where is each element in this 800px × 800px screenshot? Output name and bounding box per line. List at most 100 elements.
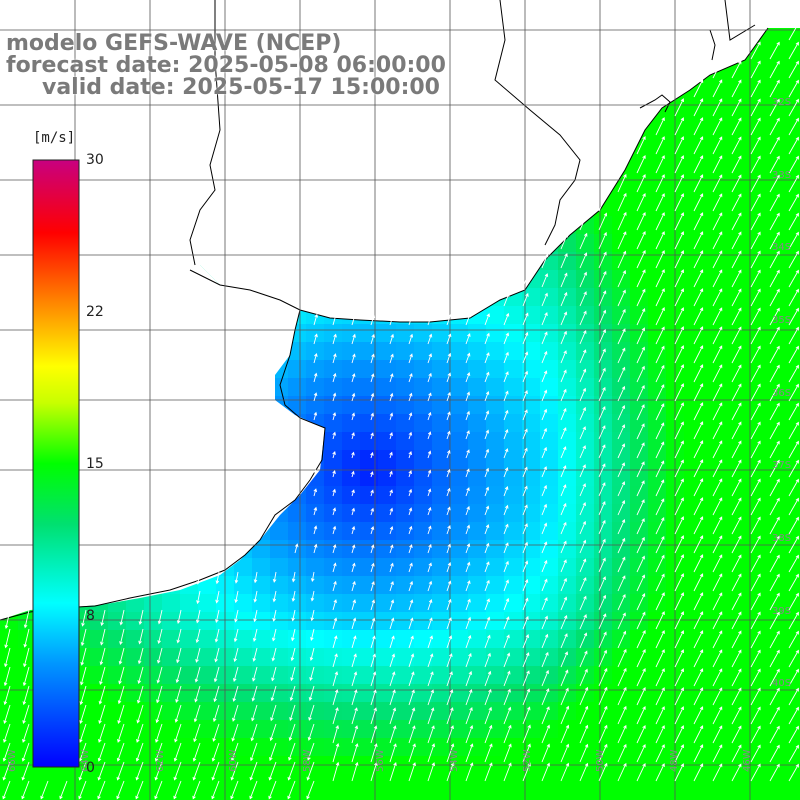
wind-cell [342, 540, 361, 559]
wind-arrow [636, 442, 645, 459]
wind-arrow [788, 440, 799, 459]
wind-arrow [332, 617, 338, 630]
wind-arrow [693, 98, 704, 117]
wind-cell [684, 594, 703, 613]
wind-arrow [788, 231, 799, 250]
wind-cell [396, 324, 415, 343]
wind-cell [414, 774, 433, 793]
wind-arrow [750, 383, 761, 402]
wind-cell [720, 666, 739, 685]
wind-cell [648, 216, 667, 235]
wind-arrow [370, 353, 375, 364]
wind-arrow [370, 599, 376, 611]
wind-cell [558, 684, 577, 703]
wind-cell [0, 630, 19, 649]
wind-arrow [769, 155, 780, 174]
wind-cell [342, 666, 361, 685]
wind-arrow [750, 459, 761, 478]
wind-cell [342, 486, 361, 505]
wind-cell [702, 612, 721, 631]
wind-arrow [370, 580, 375, 592]
wind-arrow [636, 648, 646, 668]
wind-arrow [655, 288, 665, 307]
wind-arrow [427, 506, 432, 516]
wind-arrow [769, 345, 780, 364]
wind-cell [324, 396, 343, 415]
wind-cell [288, 648, 307, 667]
latitude-label: 38S [772, 533, 791, 544]
wind-cell [666, 594, 685, 613]
wind-arrow [655, 345, 665, 364]
wind-arrow [465, 313, 471, 326]
wind-arrow [408, 580, 414, 592]
wind-cell [792, 432, 800, 451]
wind-cell [612, 252, 631, 271]
wind-arrow [693, 345, 704, 364]
wind-cell [270, 702, 289, 721]
wind-cell [378, 594, 397, 613]
wind-arrow [598, 386, 606, 402]
wind-arrow [272, 609, 277, 622]
wind-cell [630, 774, 649, 793]
wind-arrow [693, 497, 704, 516]
wind-cell [486, 396, 505, 415]
wind-arrow [731, 269, 742, 288]
wind-arrow [655, 725, 665, 744]
wind-arrow [788, 611, 799, 630]
wind-cell [288, 360, 307, 379]
wind-cell [612, 234, 631, 253]
wind-cell [306, 324, 325, 343]
wind-arrow [769, 136, 780, 155]
wind-arrow [195, 647, 201, 663]
wind-arrow [351, 671, 358, 687]
wind-cell [270, 594, 289, 613]
wind-arrow [522, 652, 530, 668]
wind-cell [684, 414, 703, 433]
wind-cell [630, 162, 649, 181]
wind-cell [738, 504, 757, 523]
wind-arrow [750, 79, 761, 98]
wind-arrow [193, 704, 201, 723]
wind-cell [162, 720, 181, 739]
wind-cell [756, 666, 775, 685]
wind-arrow [750, 744, 761, 763]
wind-cell [108, 666, 127, 685]
wind-cell [18, 684, 37, 703]
wind-arrow [484, 313, 490, 326]
wind-cell [612, 504, 631, 523]
wind-arrow [731, 763, 742, 782]
wind-arrow [234, 590, 239, 604]
wind-cell [144, 774, 163, 793]
wind-cell [576, 684, 595, 703]
wind-arrow [769, 611, 780, 630]
wind-arrow [731, 79, 742, 98]
wind-arrow [731, 459, 742, 478]
wind-cell [558, 702, 577, 721]
wind-cell [738, 288, 757, 307]
wind-arrow [192, 742, 201, 762]
wind-arrow [750, 269, 761, 288]
wind-cell [360, 504, 379, 523]
wind-cell [468, 576, 487, 595]
wind-arrow [560, 233, 568, 250]
wind-cell [414, 540, 433, 559]
wind-arrow [408, 431, 413, 440]
wind-arrow [655, 212, 665, 231]
wind-arrow [484, 505, 490, 516]
wind-arrow [503, 351, 509, 364]
wind-cell [324, 378, 343, 397]
wind-cell [720, 162, 739, 181]
wind-arrow [693, 668, 704, 687]
wind-cell [738, 450, 757, 469]
wind-cell [648, 756, 667, 775]
wind-arrow [674, 611, 684, 630]
wind-cell [540, 594, 559, 613]
wind-cell [486, 540, 505, 559]
wind-cell [702, 558, 721, 577]
wind-arrow [541, 292, 548, 307]
wind-arrow [731, 326, 742, 345]
wind-arrow [769, 725, 780, 744]
wind-cell [450, 774, 469, 793]
colorbar-tick-22: 22 [86, 304, 104, 320]
wind-cell [720, 468, 739, 487]
